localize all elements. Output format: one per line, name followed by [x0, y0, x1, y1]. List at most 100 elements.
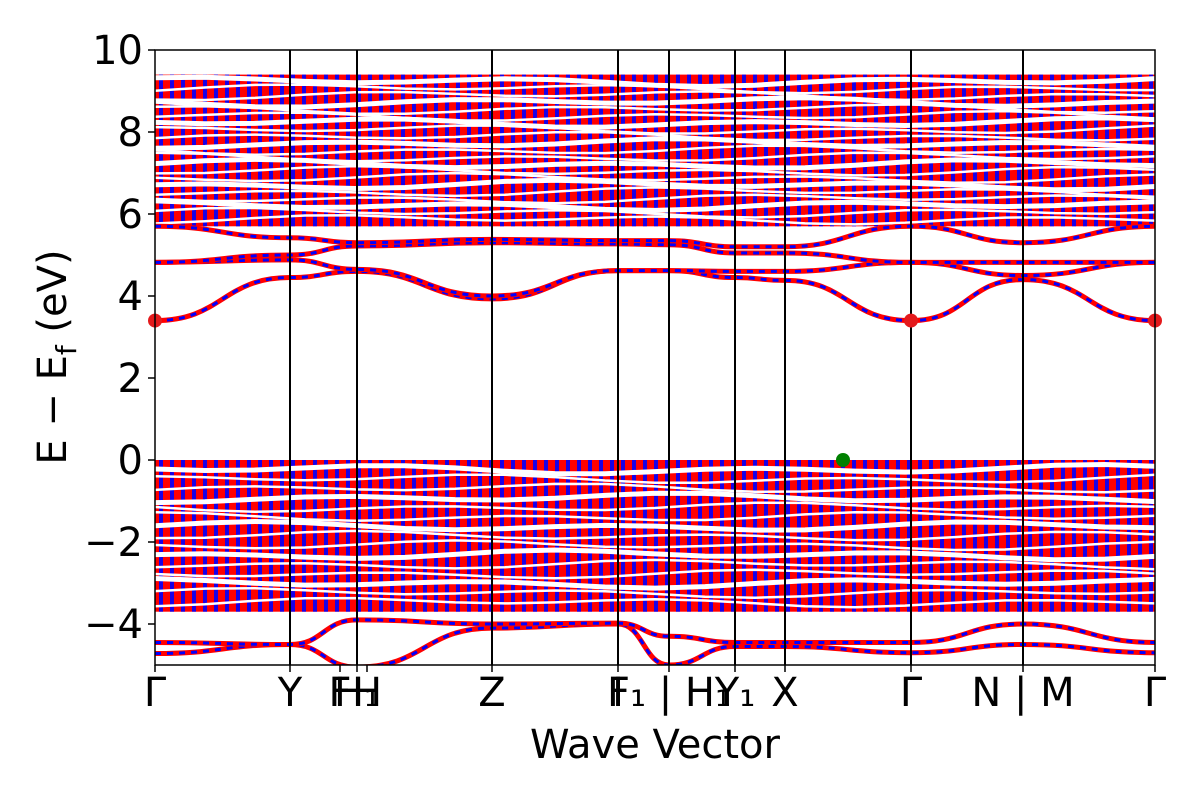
valence-bulk-gap — [155, 482, 1155, 494]
valence-bulk-stripe — [522, 460, 526, 612]
y-axis: −4 −2 0 2 4 6 8 10 — [84, 28, 155, 648]
valence-bulk-gap — [155, 518, 1155, 533]
valence-bulk-stripe — [1017, 460, 1021, 612]
x-tick-label: Y — [277, 670, 303, 716]
band-line-cb2-dn — [155, 258, 1155, 298]
conduction-bulk-gap — [155, 171, 1155, 184]
conduction-bulk-stripe — [588, 74, 592, 227]
conduction-bulk-stripe — [1116, 74, 1120, 227]
conduction-bulk-stripe — [962, 74, 966, 227]
valence-bulk-stripe — [1061, 460, 1065, 612]
valence-bulk-stripe — [368, 460, 372, 612]
valence-bulk-gap — [155, 539, 1155, 552]
valence-bulk-stripe — [907, 460, 911, 612]
valence-bulk-stripe — [1083, 460, 1087, 612]
valence-bulk-stripe — [280, 460, 284, 612]
valence-bulk-stripe — [357, 460, 361, 612]
valence-bulk-gap — [155, 586, 1155, 599]
valence-bulk-gap — [155, 490, 1155, 506]
conduction-bulk-stripe — [181, 74, 185, 227]
conduction-bulk-stripe — [753, 74, 757, 227]
y-tick-label: 8 — [118, 110, 143, 156]
y-tick-label: 10 — [92, 28, 143, 74]
valence-bulk-stripe — [852, 460, 856, 612]
conduction-bulk-stripe — [830, 74, 834, 227]
valence-bulk-stripe — [434, 460, 438, 612]
conduction-bulk-stripe — [775, 74, 779, 227]
valence-bulk-stripe — [181, 460, 185, 612]
valence-bulk-stripe — [830, 460, 834, 612]
conduction-bulk-stripe — [687, 74, 691, 227]
valence-bulk-stripe — [291, 460, 295, 612]
x-tick-label: Γ — [900, 670, 923, 716]
x-tick-label: Γ — [144, 670, 167, 716]
valence-bulk-stripe — [159, 460, 163, 612]
conduction-bulk-stripe — [1006, 74, 1010, 227]
conduction-bulk-stripe — [544, 74, 548, 227]
conduction-bulk-stripe — [291, 74, 295, 227]
conduction-bulk-gap — [155, 90, 1155, 102]
valence-bulk-stripe — [599, 460, 603, 612]
x-tick-label: X — [771, 670, 798, 716]
conduction-bulk-gap — [155, 193, 1155, 205]
valence-bulk-stripe — [192, 460, 196, 612]
valence-bulk-stripe — [500, 460, 504, 612]
valence-bulk-stripe — [786, 460, 790, 612]
conduction-bulk-stripe — [852, 74, 856, 227]
valence-bulk-stripe — [874, 460, 878, 612]
valence-bulk-stripe — [896, 460, 900, 612]
valence-bulk-gap — [155, 529, 1155, 542]
x-axis-title: Wave Vector — [530, 722, 781, 768]
valence-bulk-stripe — [533, 460, 537, 612]
valence-bulk-gap — [155, 558, 1155, 571]
conduction-bulk-gap — [155, 95, 1155, 110]
valence-bulk-stripe — [302, 460, 306, 612]
valence-bulk-stripe — [544, 460, 548, 612]
conduction-bulk-gap — [155, 206, 1155, 219]
conduction-bulk-stripe — [258, 74, 262, 227]
conduction-bulk-stripe — [621, 74, 625, 227]
conduction-bulk-gap — [155, 144, 1155, 157]
valence-bulk-gap — [155, 510, 1155, 523]
conduction-bulk-stripe — [566, 74, 570, 227]
conduction-bulk-stripe — [533, 74, 537, 227]
valence-bulk-stripe — [555, 460, 559, 612]
valence-bulk-stripe — [269, 460, 273, 612]
band-line-vb-low2-dn — [155, 618, 1155, 647]
valence-bulk-stripe — [324, 460, 328, 612]
y-axis-title-unit: (eV) — [30, 249, 76, 345]
conduction-bulk-stripe — [709, 74, 713, 227]
conduction-bulk-stripe — [610, 74, 614, 227]
valence-bulk-stripe — [918, 460, 922, 612]
valence-bulk-stripe — [1028, 460, 1032, 612]
valence-bulk-gap — [155, 473, 1155, 484]
valence-bulk-stripe — [841, 460, 845, 612]
plot-border — [154, 49, 1156, 666]
plot-frame — [148, 49, 1162, 666]
valence-bulk-stripe — [1072, 460, 1076, 612]
valence-bulk-stripe — [346, 460, 350, 612]
valence-bulk-stripe — [423, 460, 427, 612]
conduction-bulk-stripe — [302, 74, 306, 227]
conduction-bulk-stripe — [973, 74, 977, 227]
y-axis-title-subscript: f — [50, 344, 83, 355]
valence-bulk-gap — [155, 596, 1155, 609]
valence-bulk-stripe — [1050, 460, 1054, 612]
band-line-cb4-dn — [155, 224, 1155, 249]
valence-bulk-stripe — [313, 460, 317, 612]
conduction-bulk-stripe — [929, 74, 933, 227]
valence-bulk-stripe — [1138, 460, 1142, 612]
y-tick-label: 0 — [118, 438, 143, 484]
conduction-bulk-stripe — [324, 74, 328, 227]
conduction-bulk-stripe — [247, 74, 251, 227]
conduction-bulk-gap — [155, 115, 1155, 130]
conduction-bulk-stripe — [797, 74, 801, 227]
conduction-bulk-stripe — [192, 74, 196, 227]
valence-bulk-gap — [155, 461, 1155, 477]
valence-bulk-stripe — [335, 460, 339, 612]
y-tick-label: −2 — [84, 520, 143, 566]
conduction-bulk-stripe — [742, 74, 746, 227]
y-tick-label: −4 — [84, 602, 143, 648]
conduction-bulk-gap — [155, 214, 1155, 226]
valence-bulk-stripe — [819, 460, 823, 612]
